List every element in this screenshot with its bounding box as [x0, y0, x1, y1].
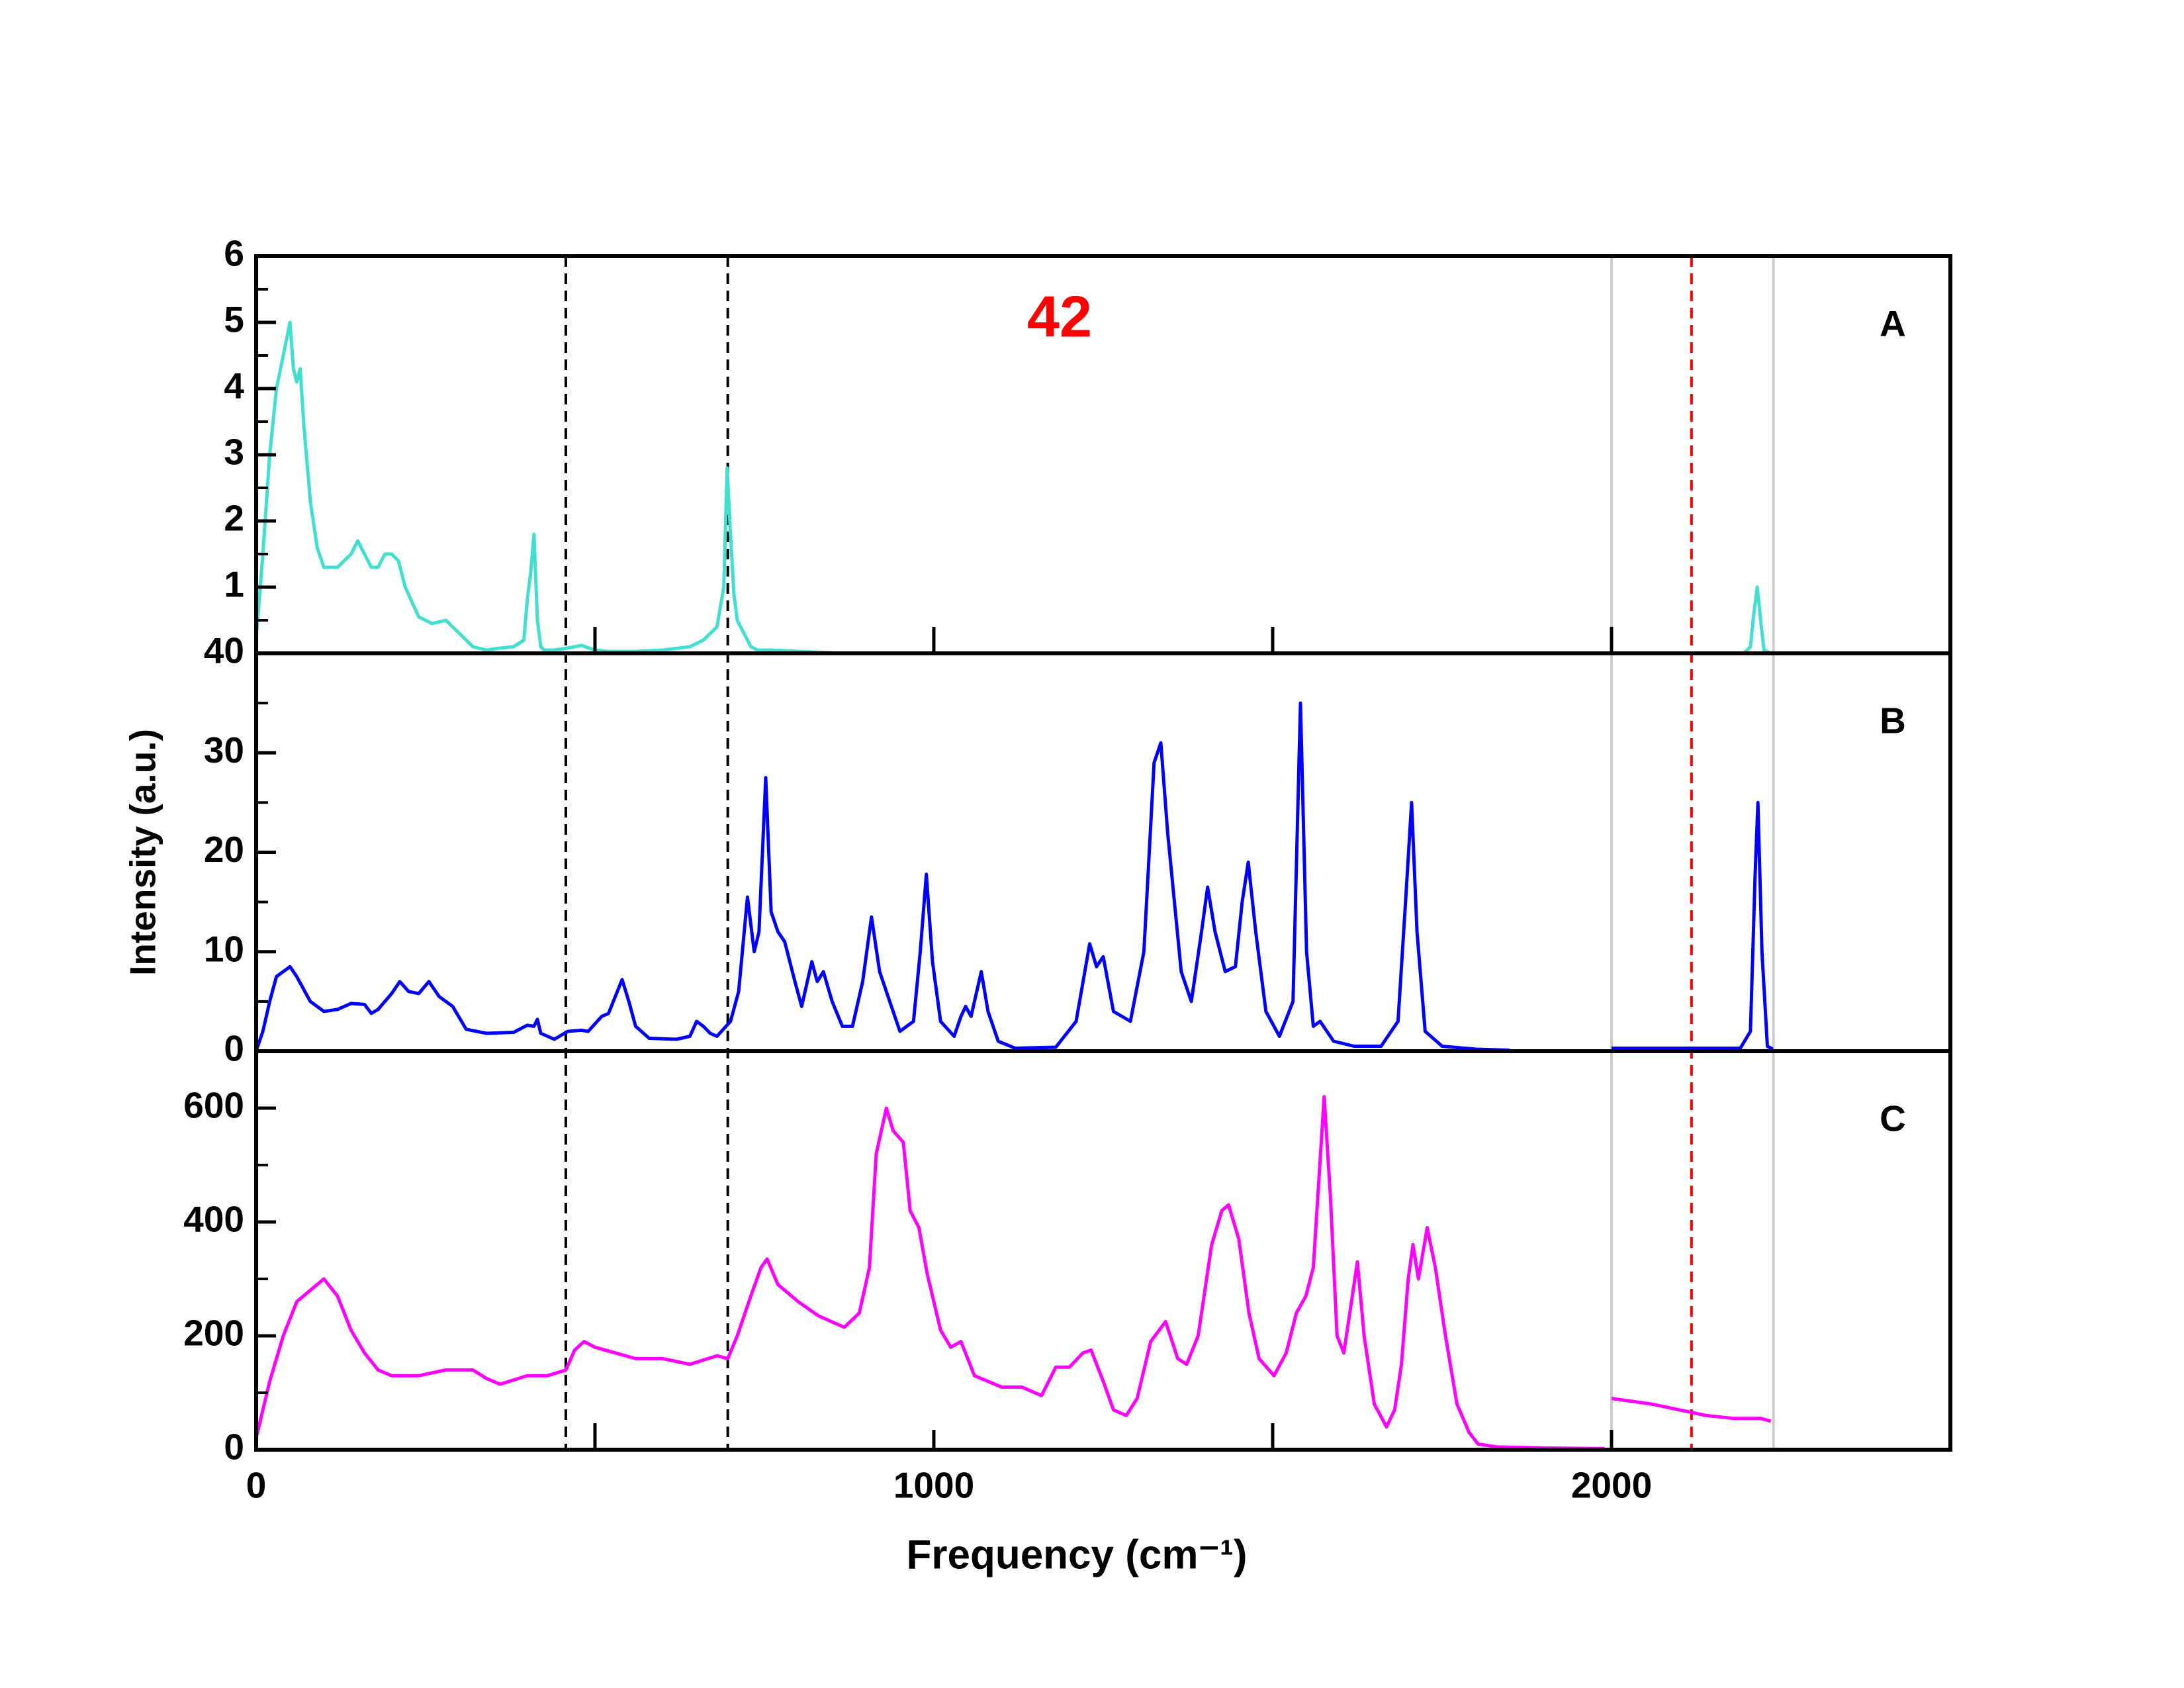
y-tick-label: 600 [183, 1085, 244, 1126]
y-tick-label: 3 [224, 432, 244, 473]
x-tick-label: 0 [246, 1465, 267, 1506]
y-tick-label: 2 [224, 498, 244, 539]
y-tick-label: 30 [204, 729, 244, 771]
panel-frame [254, 1049, 1952, 1452]
data-line [254, 320, 1772, 655]
annotation: 42 [1027, 283, 1092, 349]
y-tick-label: 6 [224, 233, 244, 274]
x-tick-label: 1000 [893, 1465, 974, 1506]
y-axis-label: Intensity (a.u.) [122, 729, 163, 976]
data-line [254, 1095, 1772, 1450]
y-tick-label: 1 [224, 564, 244, 605]
data-line [254, 701, 1774, 1052]
x-axis-label: Frequency (cm⁻¹) [906, 1532, 1247, 1577]
panel-label: B [1880, 700, 1906, 741]
y-tick-label: 400 [183, 1199, 244, 1240]
y-tick-label: 5 [224, 299, 244, 340]
panel-label: C [1880, 1098, 1906, 1139]
x-tick-label: 2000 [1571, 1465, 1652, 1506]
y-tick-label: 4 [224, 365, 244, 406]
y-tick-label: 200 [183, 1313, 244, 1354]
y-tick-label: 0 [224, 1427, 244, 1468]
y-tick-label: 10 [204, 928, 244, 969]
y-tick-label: 0 [224, 1028, 244, 1069]
y-tick-label: 20 [204, 829, 244, 870]
panel-label: A [1880, 303, 1906, 344]
y-tick-label: 40 [204, 630, 244, 671]
